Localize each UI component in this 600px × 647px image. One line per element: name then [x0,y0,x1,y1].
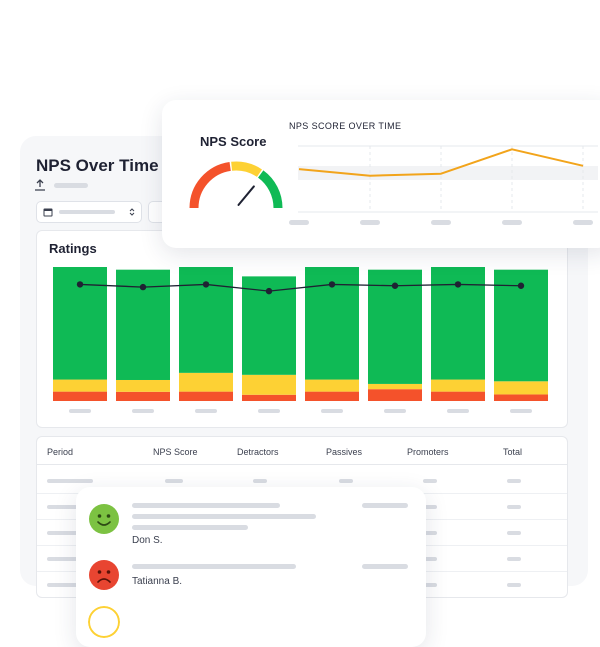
trend-point [391,282,399,289]
trend-point [517,282,525,289]
table-cell-placeholder [253,479,267,483]
neutral-face-icon [88,606,120,638]
nps-over-time-chart [289,145,598,225]
table-cell-placeholder [423,583,437,587]
table-cell-placeholder [423,479,437,483]
page-title: NPS Over Time [36,156,159,175]
detractors-bar-segment [53,391,107,401]
table-cell-placeholder [507,531,521,535]
date-filter-dropdown[interactable] [36,201,142,223]
review-text-placeholder [132,503,280,508]
table-cell-placeholder [423,505,437,509]
trend-point [265,287,273,295]
x-tick-label-placeholder [258,409,280,413]
table-cell-placeholder [507,479,521,483]
passives-arc [231,161,263,178]
x-tick-label-placeholder [195,409,217,413]
table-cell-placeholder [423,531,437,535]
x-tick-label-placeholder [321,409,343,413]
passives-bar-segment [368,383,422,390]
trend-line [79,283,522,292]
table-header-promoters: Promoters [407,447,449,457]
table-cell-placeholder [507,505,521,509]
table-header-passives: Passives [326,447,363,457]
review-date-placeholder [362,503,408,508]
table-cell-placeholder [47,479,93,483]
ratings-title: Ratings [49,241,97,256]
trend-point [202,281,210,288]
table-cell-placeholder [47,557,93,561]
review-text-placeholder [132,564,296,569]
x-tick-label-placeholder [502,220,522,225]
trend-point [139,283,147,291]
table-cell-placeholder [507,583,521,587]
nps-score-title: NPS Score [200,134,267,149]
detractors-bar-segment [116,391,170,401]
x-tick-label-placeholder [132,409,154,413]
nps-series-line [298,148,584,177]
reviewer-name: Tatianna B. [132,576,183,587]
table-row[interactable] [37,479,567,487]
reviewer-name: Don S. [132,535,163,546]
chevron-updown-icon [129,208,135,216]
table-header-divider [37,464,567,465]
calendar-icon [43,208,53,217]
review-text-placeholder [132,525,248,530]
x-tick-label-placeholder [360,220,380,225]
nps-over-time-title: NPS SCORE OVER TIME [289,121,402,131]
x-tick-label-placeholder [573,220,593,225]
reviews-card: Don S. Tatianna B. [76,487,426,647]
smiley-face-icon [89,504,119,534]
promoters-arc [257,170,283,209]
detractors-arc [189,161,231,209]
detractors-bar-segment [242,394,296,401]
nps-score-card: NPS Score NPS SCORE OVER TIME [162,100,600,248]
trend-point [76,281,84,288]
x-tick-label-placeholder [384,409,406,413]
table-cell-placeholder [47,583,93,587]
table-cell-placeholder [507,557,521,561]
passives-bar-segment [305,379,359,392]
passives-bar-segment [179,372,233,392]
table-cell-placeholder [165,479,183,483]
detractors-bar-segment [305,391,359,401]
nps-gauge [189,161,283,209]
table-cell-placeholder [47,531,93,535]
x-tick-label-placeholder [69,409,91,413]
x-tick-label-placeholder [431,220,451,225]
passives-bar-segment [53,379,107,392]
upload-icon[interactable] [34,179,46,191]
sad-face-icon [89,560,119,590]
table-header-nps-score: NPS Score [153,447,198,457]
table-header-detractors: Detractors [237,447,279,457]
detractors-bar-segment [494,394,548,401]
review-text-placeholder [132,514,316,519]
ratings-card: Ratings [36,230,568,428]
detractors-bar-segment [368,389,422,401]
x-tick-label-placeholder [510,409,532,413]
table-cell-placeholder [339,479,353,483]
passives-bar-segment [494,381,548,395]
review-date-placeholder [362,564,408,569]
gauge-needle [237,185,255,206]
trend-point [328,281,336,288]
table-header-period: Period [47,447,74,457]
detractors-bar-segment [179,391,233,401]
x-tick-label-placeholder [289,220,309,225]
passives-bar-segment [116,379,170,392]
subtitle-placeholder [54,183,88,188]
trend-point [454,281,462,288]
table-header-total: Total [503,447,523,457]
passives-bar-segment [242,374,296,395]
ratings-chart [53,267,548,413]
detractors-bar-segment [431,391,485,401]
x-tick-label-placeholder [447,409,469,413]
passives-bar-segment [431,379,485,392]
table-cell-placeholder [423,557,437,561]
table-cell-placeholder [47,505,93,509]
filter-value-placeholder [59,210,115,214]
